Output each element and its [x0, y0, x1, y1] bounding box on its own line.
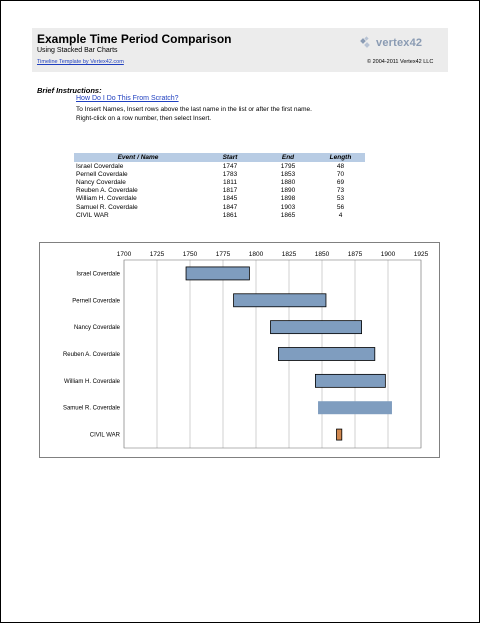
timeline-bar — [314, 373, 386, 388]
cell-length: 70 — [336, 170, 345, 178]
page-subtitle: Using Stacked Bar Charts — [37, 47, 118, 54]
y-category-label: William H. Coverdale — [64, 379, 121, 385]
cell-end: 1903 — [280, 203, 296, 211]
table-row[interactable]: Nancy Coverdale 1811 1880 69 — [74, 178, 365, 186]
cell-start: 1783 — [222, 170, 238, 178]
vertex42-logo-icon — [360, 36, 370, 48]
cell-length: 73 — [336, 187, 345, 195]
timeline-bar — [233, 293, 327, 308]
y-category-label: Nancy Coverdale — [74, 325, 121, 331]
instructions-heading: Brief Instructions: — [37, 86, 102, 95]
timeline-bar — [185, 266, 250, 281]
header-band — [32, 28, 448, 72]
x-tick-label: 1875 — [348, 251, 363, 258]
cell-start: 1845 — [222, 195, 238, 203]
instruction-line-2: Right-click on a row number, then select… — [76, 115, 212, 122]
y-category-label: Reuben A. Coverdale — [63, 352, 121, 358]
cell-name: Samuel R. Coverdale — [76, 203, 138, 211]
y-category-label: Pernell Coverdale — [72, 298, 120, 304]
x-tick-label: 1725 — [150, 251, 165, 258]
y-category-label: CIVIL WAR — [90, 433, 121, 439]
vertex42-logo[interactable]: vertex42 — [360, 36, 422, 50]
x-tick-label: 1750 — [183, 251, 198, 258]
cell-end: 1880 — [280, 178, 296, 186]
header-length: Length — [329, 154, 352, 161]
y-category-label: Samuel R. Coverdale — [63, 406, 121, 412]
cell-name: Israel Coverdale — [76, 162, 124, 170]
cell-end: 1898 — [280, 195, 296, 203]
page-title: Example Time Period Comparison — [37, 32, 232, 46]
copyright-text: © 2004-2011 Vertex42 LLC — [367, 59, 434, 65]
cell-start: 1861 — [222, 211, 238, 219]
header-name: Event / Name — [117, 154, 159, 161]
timeline-bar — [336, 428, 343, 441]
cell-name: CIVIL WAR — [76, 211, 109, 219]
header-start: Start — [222, 154, 238, 161]
x-tick-label: 1775 — [216, 251, 231, 258]
x-tick-label: 1700 — [117, 251, 132, 258]
instruction-line-1: To Insert Names, Insert rows above the l… — [76, 106, 312, 113]
x-tick-label: 1800 — [249, 251, 264, 258]
cell-start: 1811 — [223, 178, 237, 186]
table-row[interactable]: William H. Coverdale 1845 1898 53 — [74, 195, 365, 203]
cell-start: 1747 — [222, 162, 238, 170]
cell-name: Reuben A. Coverdale — [76, 187, 138, 195]
x-tick-label: 1925 — [414, 251, 429, 258]
timeline-bar — [318, 401, 392, 415]
cell-start: 1817 — [222, 187, 238, 195]
table-row[interactable]: CIVIL WAR 1861 1865 4 — [74, 211, 365, 219]
x-tick-label: 1850 — [315, 251, 330, 258]
cell-name: William H. Coverdale — [76, 195, 137, 203]
cell-length: 4 — [338, 211, 343, 219]
cell-end: 1865 — [280, 211, 296, 219]
x-tick-label: 1900 — [381, 251, 396, 258]
cell-end: 1795 — [280, 162, 296, 170]
timeline-bar — [278, 347, 376, 361]
events-table: Event / Name Start End Length Israel Cov… — [74, 153, 365, 219]
cell-length: 53 — [336, 195, 345, 203]
plot-area — [123, 259, 422, 449]
cell-name: Pernell Coverdale — [76, 170, 128, 178]
table-row[interactable]: Reuben A. Coverdale 1817 1890 73 — [74, 187, 365, 195]
howto-link[interactable]: How Do I Do This From Scratch? — [76, 95, 179, 102]
cell-name: Nancy Coverdale — [76, 178, 126, 186]
vertex42-logo-text: vertex42 — [376, 37, 423, 49]
cell-end: 1890 — [280, 187, 296, 195]
table-row[interactable]: Pernell Coverdale 1783 1853 70 — [74, 170, 365, 178]
cell-length: 56 — [336, 203, 345, 211]
table-header-row: Event / Name Start End Length — [74, 153, 365, 162]
x-tick-label: 1825 — [282, 251, 297, 258]
cell-start: 1847 — [222, 203, 238, 211]
cell-length: 48 — [336, 162, 345, 170]
table-row[interactable]: Israel Coverdale 1747 1795 48 — [74, 162, 365, 170]
cell-length: 69 — [336, 178, 345, 186]
header-end: End — [281, 154, 295, 161]
table-row[interactable]: Samuel R. Coverdale 1847 1903 56 — [74, 203, 365, 211]
cell-end: 1853 — [280, 170, 296, 178]
template-link[interactable]: Timeline Template by Vertex42.com — [37, 59, 124, 65]
timeline-bar — [270, 320, 363, 335]
y-category-label: Israel Coverdale — [76, 271, 120, 277]
timeline-chart[interactable]: 1700 1725 1750 1775 1800 1825 1850 1875 1900 1925… — [39, 242, 440, 458]
